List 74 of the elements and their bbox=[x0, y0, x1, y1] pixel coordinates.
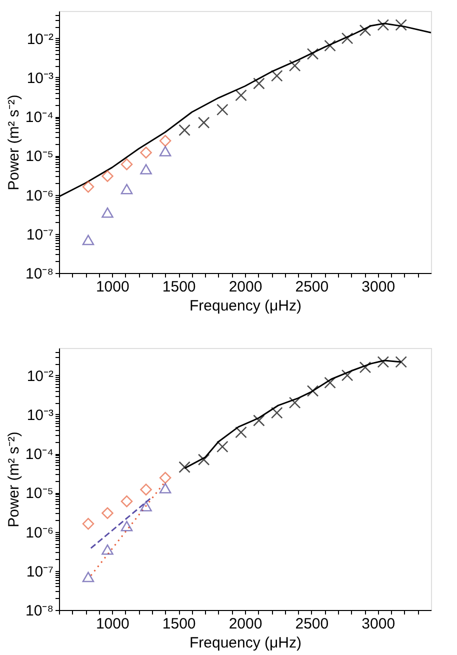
point bbox=[270, 406, 283, 419]
point bbox=[216, 440, 228, 453]
y-tick-label: 10⁻⁷ bbox=[26, 563, 54, 580]
x-tick-label: 3000 bbox=[362, 278, 396, 296]
point bbox=[102, 170, 114, 182]
point bbox=[288, 60, 301, 72]
point bbox=[140, 146, 152, 158]
point bbox=[178, 461, 190, 474]
point bbox=[270, 70, 283, 82]
y-axis-title: Power (m² s⁻²) bbox=[5, 94, 22, 190]
x-tick-label: 1500 bbox=[162, 278, 196, 296]
x-tick-label: 1000 bbox=[96, 616, 130, 632]
point bbox=[159, 146, 172, 156]
point bbox=[159, 472, 172, 484]
y-tick-label: 10⁻² bbox=[26, 368, 54, 385]
point bbox=[235, 426, 247, 438]
point bbox=[82, 572, 94, 582]
x-axis-title: Frequency (μHz) bbox=[189, 298, 302, 314]
point bbox=[120, 520, 133, 532]
point bbox=[178, 124, 190, 136]
point bbox=[359, 361, 372, 374]
point bbox=[159, 483, 172, 494]
x-axis-title: Frequency (μHz) bbox=[189, 634, 302, 652]
point bbox=[306, 385, 319, 397]
point bbox=[341, 369, 354, 382]
point bbox=[216, 104, 228, 116]
point bbox=[377, 19, 390, 31]
y-tick-label: 10⁻³ bbox=[26, 406, 54, 424]
y-axis-title: Power (m² s⁻²) bbox=[5, 432, 22, 528]
point bbox=[102, 507, 114, 520]
point bbox=[395, 19, 407, 31]
point bbox=[359, 24, 372, 36]
point bbox=[198, 454, 210, 466]
point bbox=[120, 158, 133, 170]
y-tick-label: 10⁻⁵ bbox=[26, 148, 54, 166]
y-tick-label: 10⁻⁴ bbox=[25, 446, 54, 464]
point bbox=[235, 89, 247, 102]
point bbox=[253, 414, 265, 426]
point bbox=[253, 78, 265, 90]
point bbox=[159, 134, 172, 147]
point bbox=[120, 495, 133, 508]
point bbox=[324, 376, 336, 389]
x-tick-label: 2000 bbox=[228, 278, 262, 296]
point bbox=[140, 484, 152, 496]
x-tick-label: 2500 bbox=[295, 616, 329, 632]
x-tick-label: 3000 bbox=[362, 616, 396, 632]
y-tick-label: 10⁻² bbox=[26, 30, 54, 48]
x-tick-label: 1500 bbox=[162, 616, 196, 632]
point bbox=[198, 116, 210, 129]
point bbox=[102, 544, 114, 555]
x-tick-label: 2500 bbox=[295, 278, 329, 296]
y-tick-label: 10⁻⁸ bbox=[25, 602, 54, 620]
y-tick-label: 10⁻³ bbox=[26, 70, 54, 87]
y-tick-label: 10⁻⁶ bbox=[26, 524, 54, 542]
point bbox=[377, 356, 390, 368]
point bbox=[395, 356, 407, 368]
point bbox=[82, 180, 94, 193]
y-tick-label: 10⁻⁵ bbox=[26, 485, 54, 502]
point bbox=[324, 40, 336, 52]
y-tick-label: 10⁻⁴ bbox=[25, 109, 54, 126]
x-tick-label: 1000 bbox=[96, 278, 130, 296]
point bbox=[120, 184, 133, 194]
point bbox=[341, 32, 354, 44]
point bbox=[288, 396, 301, 409]
point bbox=[82, 518, 94, 530]
x-tick-label: 2000 bbox=[228, 616, 262, 632]
point bbox=[82, 234, 94, 246]
point bbox=[306, 48, 319, 60]
point bbox=[140, 164, 152, 174]
point bbox=[102, 207, 114, 218]
y-tick-label: 10⁻⁸ bbox=[25, 266, 54, 282]
y-tick-label: 10⁻⁷ bbox=[26, 226, 54, 244]
y-tick-label: 10⁻⁶ bbox=[26, 187, 54, 204]
point bbox=[140, 501, 152, 512]
